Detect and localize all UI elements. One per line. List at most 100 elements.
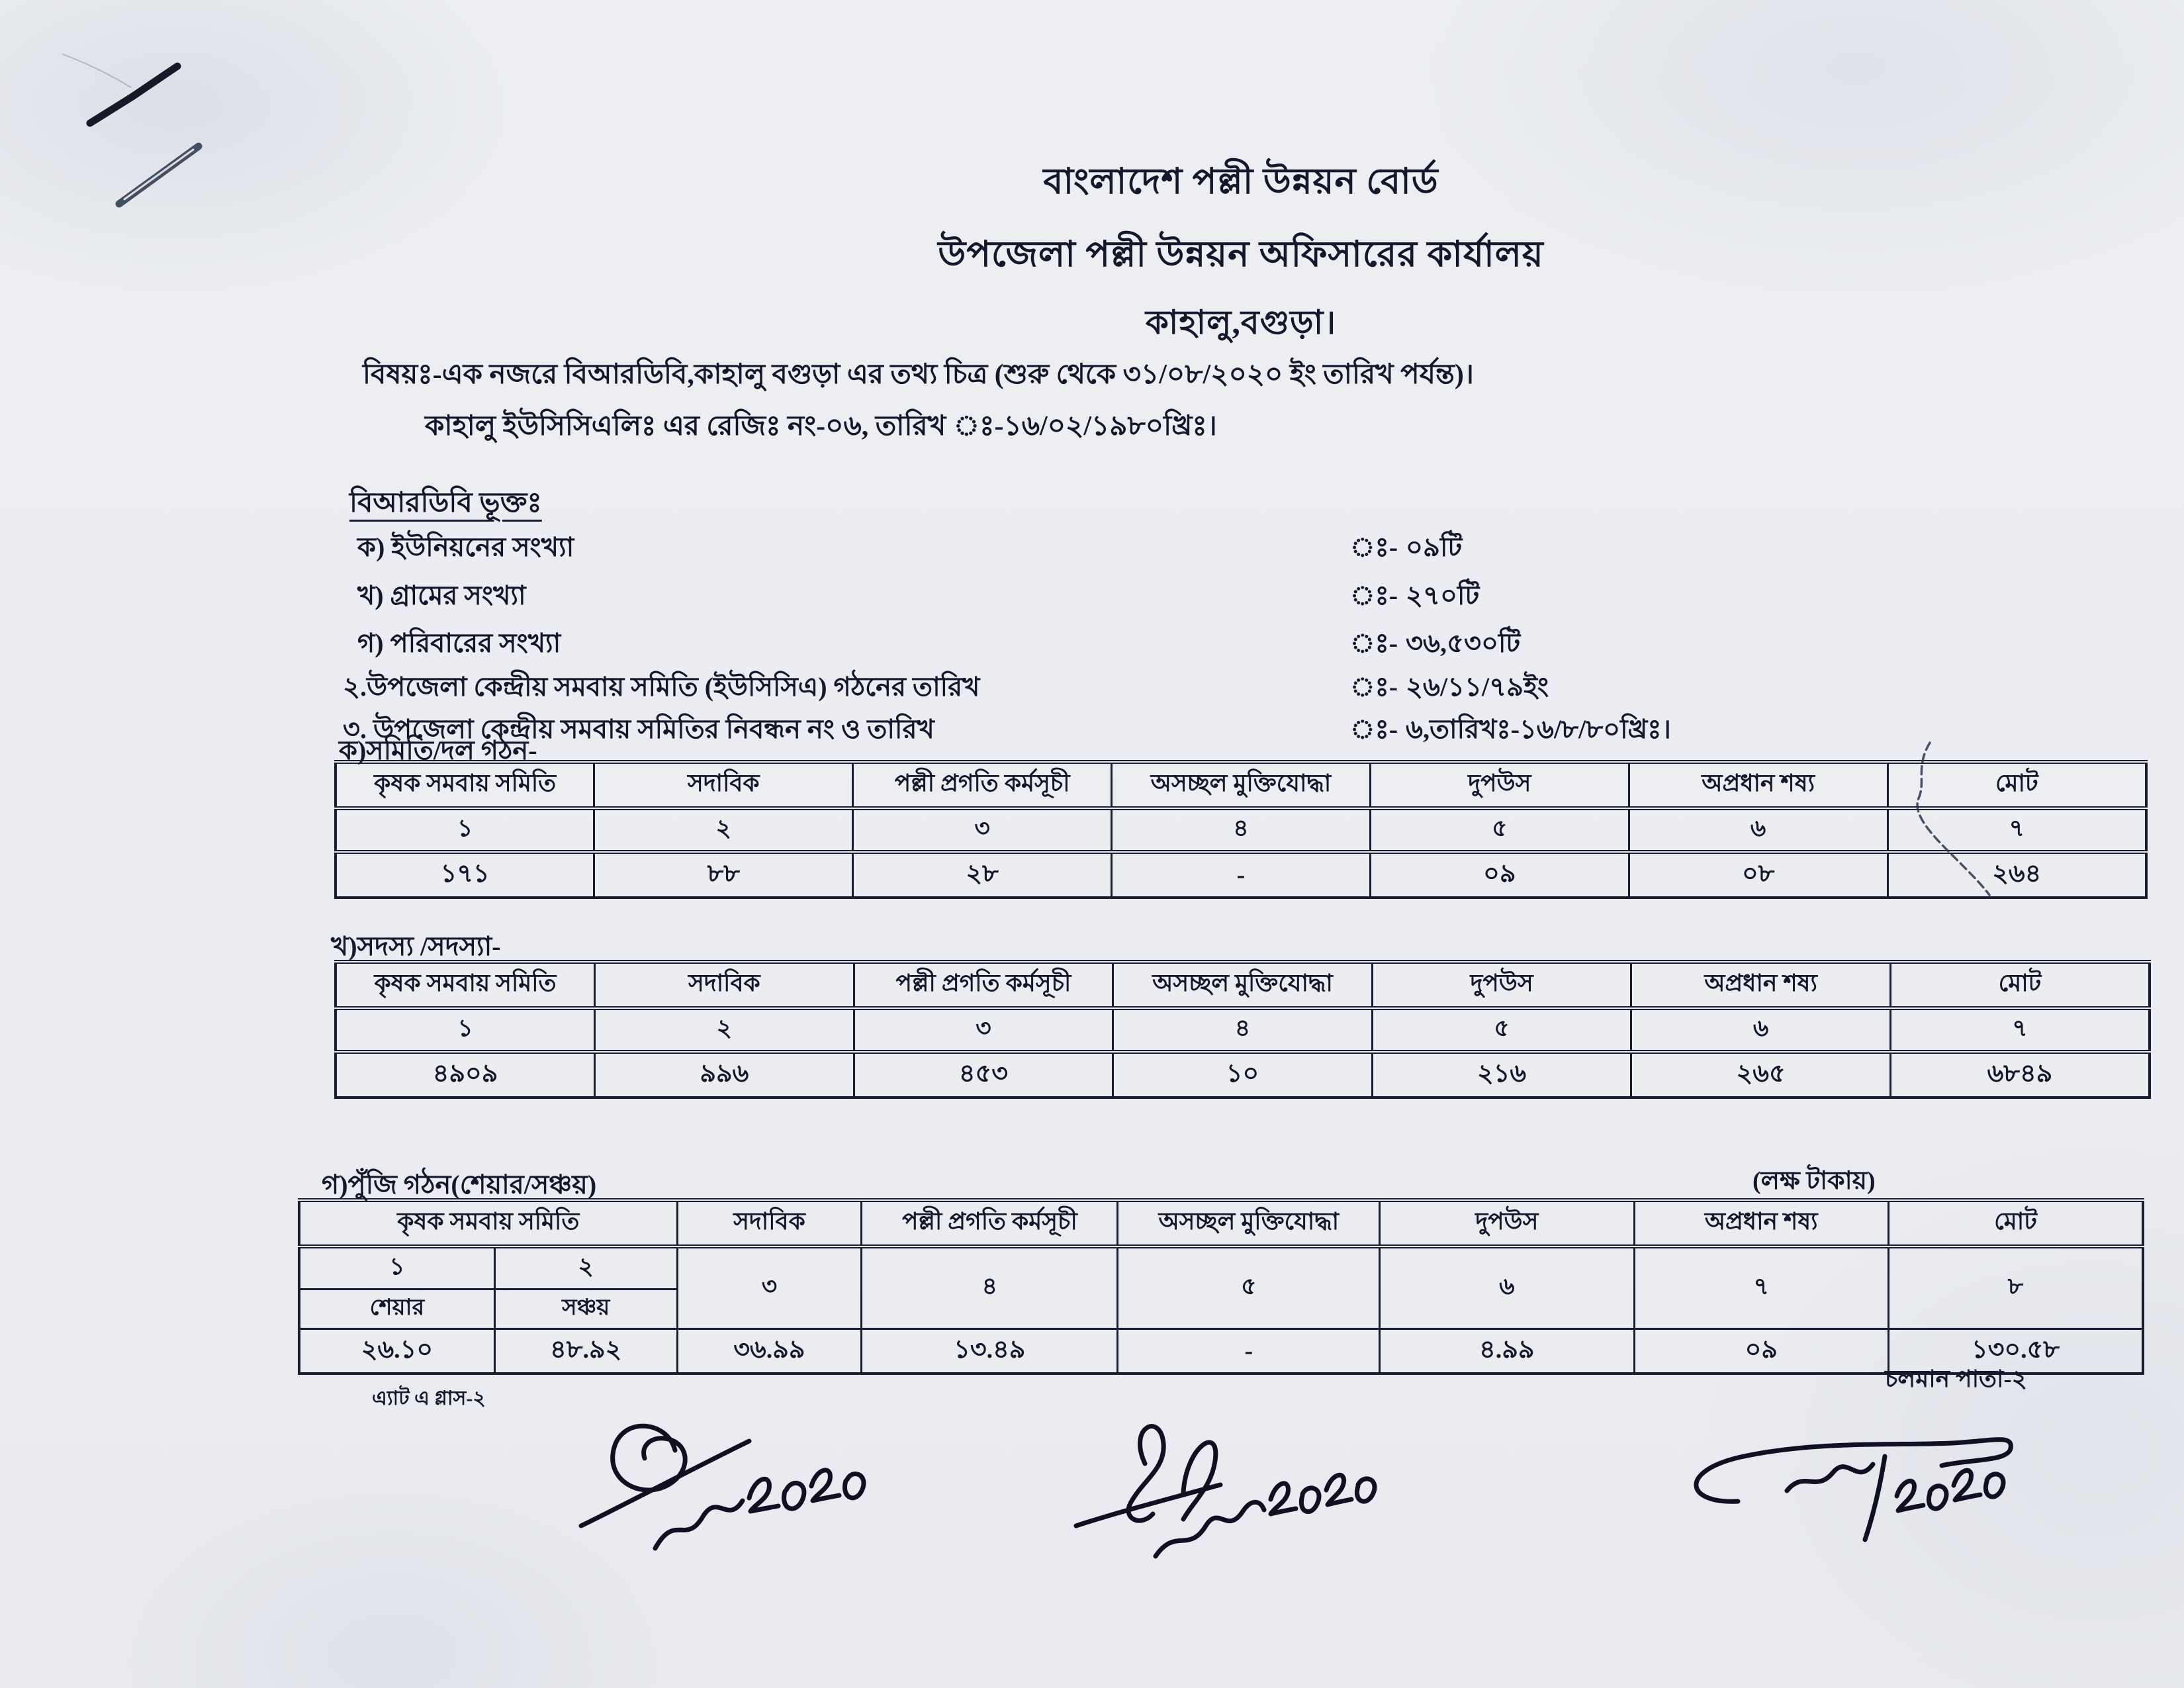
subcol-share: শেয়ার [298, 1288, 496, 1330]
footer-at-a-glance: এ্যাট এ গ্লাস-২ [372, 1387, 486, 1409]
col-number: ৬ [1379, 1245, 1635, 1330]
list-item-value: ০৯টি [1406, 532, 1463, 562]
list-item-families: গ) পরিবারের সংখ্যা ঃ- ৩৬,৫৩০টি [357, 622, 2012, 658]
list-heading: বিআরডিবি ভূক্তঃ [349, 488, 542, 518]
cell-value: ০৯ [1633, 1328, 1889, 1375]
list-item-ucca-registration: ৩. উপজেলা কেন্দ্রীয় সমবায় সমিতির নিবন্… [343, 708, 1997, 744]
table-group-formation: কৃষক সমবায় সমিতি সদাবিক পল্লী প্রগতি কর… [334, 760, 2148, 899]
registration-line: কাহালু ইউসিসিএলিঃ এর রেজিঃ নং-০৬, তারিখ … [425, 411, 1217, 442]
col-number: ৩ [852, 807, 1113, 854]
col-number: ৭ [1633, 1245, 1889, 1330]
list-item-separator: ঃ- [1350, 672, 1398, 702]
table-header-row: কৃষক সমবায় সমিতি সদাবিক পল্লী প্রগতি কর… [334, 960, 2151, 1010]
col-header: অপ্রধান শষ্য [1633, 1198, 1889, 1248]
list-item-unions: ক) ইউনিয়নের সংখ্যা ঃ- ০৯টি [357, 526, 2012, 562]
col-number: ১ [334, 807, 596, 854]
list-item-separator: ঃ- [1350, 714, 1398, 744]
list-item-ucca-formation-date: ২.উপজেলা কেন্দ্রীয় সমবায় সমিতি (ইউসিসি… [343, 666, 1997, 702]
list-item-separator: ঃ- [1350, 532, 1398, 562]
table-subheader-row: শেয়ার সঞ্চয় [298, 1288, 2143, 1330]
col-number: ৫ [1371, 1007, 1633, 1054]
col-header: পল্লী প্রগতি কর্মসূচী [852, 760, 1113, 810]
col-number: ২ [593, 807, 854, 854]
col-number: ৮ [1887, 1245, 2144, 1330]
col-header: মোট [1889, 960, 2151, 1010]
col-number: ৪ [1112, 1007, 1373, 1054]
cell-value: ২১৬ [1371, 1051, 1633, 1099]
table-data-row: ২৬.১০ ৪৮.৯২ ৩৬.৯৯ ১৩.৪৯ - ৪.৯৯ ০৯ ১৩০.৫৮ [298, 1328, 2144, 1375]
list-item-value: ৬,তারিখঃ-১৬/৮/৮০খ্রিঃ। [1406, 714, 1671, 744]
table-header-row: কৃষক সমবায় সমিতি সদাবিক পল্লী প্রগতি কর… [298, 1198, 2144, 1248]
col-number: ১ [298, 1245, 496, 1290]
list-item-label: ক) ইউনিয়নের সংখ্যা [357, 532, 574, 562]
col-number: ৬ [1627, 807, 1889, 854]
cell-value: ২৬৪ [1886, 851, 2148, 899]
list-item-label: গ) পরিবারের সংখ্যা [357, 628, 561, 658]
col-number: ২ [594, 1007, 855, 1054]
list-item-label: খ) গ্রামের সংখ্যা [357, 581, 526, 610]
col-number: ১ [334, 1007, 596, 1054]
org-title-line1: বাংলাদেশ পল্লী উন্নয়ন বোর্ড [1043, 162, 1439, 201]
cell-value: ০৯ [1369, 851, 1630, 899]
col-header: অপ্রধান শষ্য [1630, 960, 1891, 1010]
org-title-line3: কাহালু,বগুড়া। [1145, 304, 1337, 341]
list-item-value: ২৬/১১/৭৯ইং [1406, 672, 1549, 702]
cell-value: ৪.৯৯ [1379, 1328, 1635, 1375]
col-header: কৃষক সমবায় সমিতি [298, 1198, 678, 1248]
list-item-value: ২৭০টি [1406, 581, 1480, 610]
list-item-value: ৩৬,৫৩০টি [1406, 628, 1521, 658]
cell-value: - [1116, 1328, 1381, 1375]
col-header: কৃষক সমবায় সমিতি [334, 760, 596, 810]
list-item-separator: ঃ- [1350, 628, 1398, 658]
cell-value: ৪৫৩ [852, 1051, 1115, 1099]
list-item-label: ৩. উপজেলা কেন্দ্রীয় সমবায় সমিতির নিবন্… [343, 714, 934, 744]
col-header: অপ্রধান শষ্য [1627, 760, 1889, 810]
col-header: দুপউস [1369, 760, 1630, 810]
subcol-savings: সঞ্চয় [493, 1288, 678, 1330]
list-item-label: ২.উপজেলা কেন্দ্রীয় সমবায় সমিতি (ইউসিসি… [343, 672, 980, 702]
col-header: কৃষক সমবায় সমিতি [334, 960, 596, 1010]
cell-value: ০৮ [1627, 851, 1889, 899]
cell-value: ৮৮ [593, 851, 854, 899]
section-title-members: খ)সদস্য /সদস্যা- [331, 931, 501, 961]
cell-value: ৯৯৬ [594, 1051, 855, 1099]
cell-value: ১৩০.৫৮ [1887, 1328, 2144, 1375]
cell-value: ১৩.৪৯ [860, 1328, 1119, 1375]
col-number: ৪ [860, 1245, 1119, 1330]
table-header-row: কৃষক সমবায় সমিতি সদাবিক পল্লী প্রগতি কর… [334, 760, 2148, 810]
col-header: মোট [1886, 760, 2148, 810]
table-column-number-row: ১ ২ ৩ ৪ ৫ ৬ ৭ ৮ [298, 1245, 2144, 1330]
col-number: ৪ [1111, 807, 1371, 854]
cell-value: ৩৬.৯৯ [676, 1328, 863, 1375]
subject-line: বিষয়ঃ-এক নজরে বিআরডিবি,কাহালু বগুড়া এর… [363, 359, 1474, 390]
col-number: ৫ [1116, 1245, 1381, 1330]
col-header: অসচ্ছল মুক্তিযোদ্ধা [1111, 760, 1371, 810]
list-item-separator: ঃ- [1350, 581, 1398, 610]
cell-value: ২৬৫ [1630, 1051, 1891, 1099]
col-header: পল্লী প্রগতি কর্মসূচী [852, 960, 1115, 1010]
col-header: দুপউস [1371, 960, 1633, 1010]
footer-continued-page: চলমান পাতা-২ [1885, 1366, 2027, 1392]
section-title-capital-formation: গ)পুঁজি গঠন(শেয়ার/সঞ্চয়) [322, 1170, 597, 1199]
col-number: ৩ [676, 1245, 863, 1330]
col-header: সদাবিক [593, 760, 854, 810]
table-members: কৃষক সমবায় সমিতি সদাবিক পল্লী প্রগতি কর… [334, 960, 2151, 1099]
col-header: অসচ্ছল মুক্তিযোদ্ধা [1116, 1198, 1381, 1248]
col-header: সদাবিক [594, 960, 855, 1010]
table-capital-formation: কৃষক সমবায় সমিতি সদাবিক পল্লী প্রগতি কর… [298, 1198, 2144, 1375]
cell-value: ২৮ [852, 851, 1113, 899]
col-number: ৭ [1886, 807, 2148, 854]
unit-note-lakh-taka: (লক্ষ টাকায়) [1752, 1167, 1876, 1195]
cell-value: ২৬.১০ [298, 1328, 496, 1375]
cell-value: ৪৮.৯২ [493, 1328, 678, 1375]
col-number: ৫ [1369, 807, 1630, 854]
cell-value: - [1111, 851, 1371, 899]
col-header: দুপউস [1379, 1198, 1635, 1248]
table-column-number-row: ১ ২ ৩ ৪ ৫ ৬ ৭ [334, 1007, 2151, 1054]
col-header: মোট [1887, 1198, 2144, 1248]
col-header: সদাবিক [676, 1198, 863, 1248]
table-column-number-row: ১ ২ ৩ ৪ ৫ ৬ ৭ [334, 807, 2148, 854]
cell-value: ১৭১ [334, 851, 596, 899]
cell-value: ১০ [1112, 1051, 1373, 1099]
